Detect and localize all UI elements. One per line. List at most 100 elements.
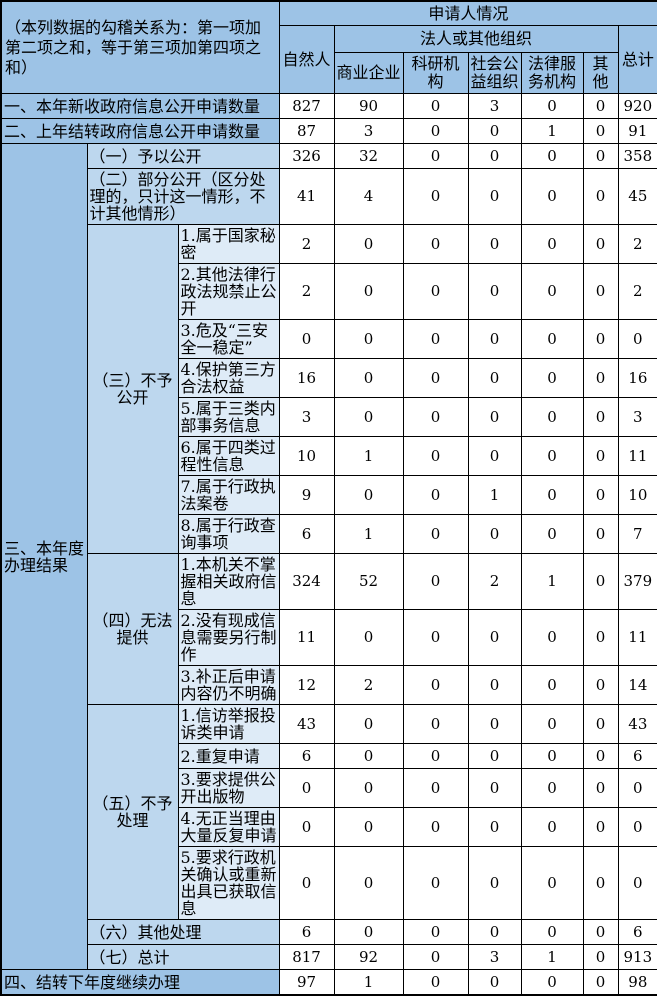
cell-value: 0 [582, 846, 619, 920]
row-denied-4: 4.保护第三方合法权益 16 0 0 0 0 0 16 [1, 358, 657, 398]
cell-value: 43 [278, 704, 335, 744]
cell-value: 0 [333, 768, 404, 808]
cell-value: 0 [467, 807, 522, 847]
cell-value: 0 [402, 743, 469, 769]
col-header-public-welfare: 社会公益组织 [467, 52, 522, 94]
cell-value: 0 [582, 768, 619, 808]
row-notproc-5: 5.要求行政机关确认或重新出具已获取信息 0 0 0 0 0 0 0 [1, 846, 657, 920]
cell-value: 0 [467, 436, 522, 476]
cell-value: 0 [520, 436, 584, 476]
cell-value: 0 [520, 514, 584, 554]
cell-value: 10 [617, 475, 657, 515]
section-label-results: 三、本年度办理结果 [0, 143, 88, 970]
item-label-notproc-5: 5.要求行政机关确认或重新出具已获取信息 [177, 846, 280, 920]
cell-value: 0 [582, 743, 619, 769]
cell-value: 3 [278, 397, 335, 437]
cell-value: 0 [278, 807, 335, 847]
cell-value: 0 [467, 224, 522, 264]
row-denied-6: 6.属于四类过程性信息 10 1 0 0 0 0 11 [1, 436, 657, 476]
cell-value: 4 [333, 168, 404, 225]
row-unable-2: 2.没有现成信息需要另行制作 11 0 0 0 0 0 11 [1, 609, 657, 666]
cell-value: 32 [333, 143, 404, 169]
cell-value: 0 [582, 919, 619, 945]
group-label-other-handling: （六）其他处理 [86, 919, 280, 945]
cell-value: 0 [333, 397, 404, 437]
cell-value: 1 [333, 436, 404, 476]
cell-value: 92 [333, 944, 404, 970]
cell-value: 0 [520, 263, 584, 320]
cell-value: 0 [520, 704, 584, 744]
cell-value: 0 [467, 263, 522, 320]
cell-value: 0 [467, 846, 522, 920]
row-next-year: 四、结转下年度继续办理 97 1 0 0 0 0 98 [0, 969, 657, 996]
cell-value: 87 [278, 118, 335, 144]
cell-value: 2 [333, 665, 404, 705]
reconciliation-note: （本列数据的勾稽关系为：第一项加第二项之和，等于第三项加第四项之和） [0, 0, 280, 94]
cell-value: 0 [520, 846, 584, 920]
item-label-notproc-2: 2.重复申请 [177, 743, 280, 769]
cell-value: 0 [467, 397, 522, 437]
cell-value: 0 [402, 475, 469, 515]
cell-value: 41 [278, 168, 335, 225]
row-unable-1: （四）无法提供 1.本机关不掌握相关政府信息 324 52 0 2 1 0 37… [1, 553, 657, 705]
cell-value: 0 [402, 224, 469, 264]
cell-value: 0 [467, 609, 522, 666]
cell-value: 0 [582, 397, 619, 437]
cell-value: 0 [402, 93, 469, 119]
cell-value: 0 [467, 319, 522, 359]
cell-value: 0 [520, 807, 584, 847]
cell-value: 0 [402, 919, 469, 945]
col-header-applicant: 申请人情况 [278, 0, 657, 26]
cell-value: 0 [467, 168, 522, 225]
cell-value: 1 [520, 118, 584, 144]
cell-value: 0 [582, 665, 619, 705]
row-other-handling: （六）其他处理 6 0 0 0 0 0 6 [1, 919, 657, 945]
cell-value: 1 [520, 553, 584, 610]
row-denied-3: 3.危及“三安全一稳定” 0 0 0 0 0 0 0 [1, 319, 657, 359]
cell-value: 97 [278, 969, 335, 996]
header-row-1: （本列数据的勾稽关系为：第一项加第二项之和，等于第三项加第四项之和） 申请人情况 [0, 0, 657, 94]
cell-value: 0 [402, 969, 469, 996]
cell-value: 379 [617, 553, 657, 610]
cell-value: 0 [402, 944, 469, 970]
item-label-denied-3: 3.危及“三安全一稳定” [177, 319, 280, 359]
row-unable-3: 3.补正后申请内容仍不明确 12 2 0 0 0 0 14 [1, 665, 657, 705]
group-label-partial: （二）部分公开（区分处理的，只计这一情形，不计其他情形） [86, 168, 280, 225]
cell-value: 0 [402, 143, 469, 169]
cell-value: 0 [520, 224, 584, 264]
cell-value: 3 [467, 93, 522, 119]
cell-value: 0 [333, 704, 404, 744]
cell-value: 0 [402, 358, 469, 398]
header-row-3: 商业企业 科研机构 社会公益组织 法律服务机构 其他 [1, 52, 657, 94]
cell-value: 0 [520, 319, 584, 359]
cell-value: 0 [467, 919, 522, 945]
cell-value: 0 [402, 846, 469, 920]
row-partial: （二）部分公开（区分处理的，只计这一情形，不计其他情形） 41 4 0 0 0 … [1, 168, 657, 225]
col-header-legal-service: 法律服务机构 [520, 52, 584, 94]
cell-value: 16 [617, 358, 657, 398]
col-header-other-org: 其他 [582, 52, 619, 94]
cell-value: 0 [467, 514, 522, 554]
cell-value: 0 [467, 969, 522, 996]
col-header-commercial: 商业企业 [333, 52, 404, 94]
group-label-subtotal: （七）总计 [86, 944, 280, 970]
row-subtotal: （七）总计 817 92 0 3 1 0 913 [1, 944, 657, 970]
cell-value: 0 [520, 743, 584, 769]
row-notproc-2: 2.重复申请 6 0 0 0 0 0 6 [1, 743, 657, 769]
group-label-denied: （三）不予公开 [86, 224, 179, 554]
cell-value: 913 [617, 944, 657, 970]
cell-value: 0 [582, 969, 619, 996]
row-label-new-requests: 一、本年新收政府信息公开申请数量 [0, 93, 280, 119]
cell-value: 0 [617, 319, 657, 359]
group-label-granted: （一）予以公开 [86, 143, 280, 169]
cell-value: 1 [333, 969, 404, 996]
cell-value: 1 [333, 514, 404, 554]
row-label-next-year: 四、结转下年度继续办理 [0, 969, 280, 996]
row-notproc-1: （五）不予处理 1.信访举报投诉类申请 43 0 0 0 0 0 43 [1, 704, 657, 920]
cell-value: 0 [582, 609, 619, 666]
item-label-unable-1: 1.本机关不掌握相关政府信息 [177, 553, 280, 610]
cell-value: 0 [278, 846, 335, 920]
cell-value: 6 [278, 919, 335, 945]
cell-value: 52 [333, 553, 404, 610]
